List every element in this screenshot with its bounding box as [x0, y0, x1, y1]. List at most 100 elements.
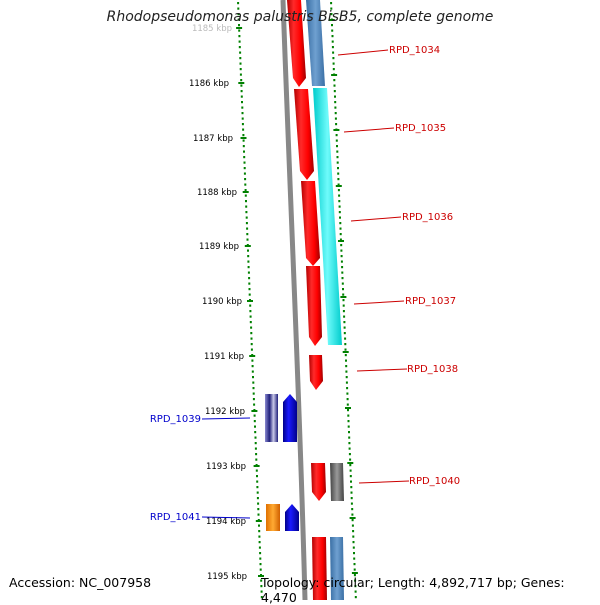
right-ruler-dot: [343, 321, 346, 324]
cds-rpd-1039-blue-arrow[interactable]: [283, 394, 297, 442]
kbp-label-group: 1185 kbp 1186 kbp 1187 kbp 1188 kbp 1189…: [189, 24, 247, 582]
gene-label-rpd-1039[interactable]: RPD_1039: [150, 414, 201, 425]
right-ruler-dot: [346, 387, 349, 390]
left-ruler-dot: [241, 106, 244, 109]
right-ruler-dot: [344, 348, 347, 351]
leader-rpd-1039: [201, 417, 251, 420]
left-ruler-dot: [255, 458, 258, 461]
cds-arrow-bottom[interactable]: [312, 537, 327, 600]
left-ruler-dot: [256, 486, 259, 489]
leader-rpd-1036: [350, 216, 402, 222]
left-ruler-dot: [257, 502, 260, 505]
kbp-label-1193: 1193 kbp: [206, 462, 246, 472]
left-ruler-dot: [243, 167, 246, 170]
track-gray: [330, 463, 344, 501]
cds-rpd-1039-navy[interactable]: [265, 394, 278, 442]
kbp-label-1194: 1194 kbp: [206, 517, 246, 527]
right-ruler-dot: [349, 469, 352, 472]
left-ruler-dot: [237, 18, 240, 21]
leader-rpd-1035: [343, 127, 395, 133]
gene-label-rpd-1036[interactable]: RPD_1036: [402, 212, 453, 223]
cds-arrow-rpd-1034[interactable]: [287, 0, 306, 87]
right-ruler-dot: [338, 194, 341, 197]
left-ruler-dot: [244, 194, 247, 197]
cds-arrow-rpd-1037[interactable]: [306, 266, 322, 346]
cds-arrow-rpd-1040[interactable]: [311, 463, 326, 501]
right-ruler-dot: [337, 172, 340, 175]
left-ruler-dot: [259, 563, 262, 566]
right-ruler-dot: [342, 304, 345, 307]
leader-rpd-1037: [353, 300, 405, 305]
right-ruler-dot: [332, 57, 335, 60]
right-ruler: [328, 2, 358, 599]
right-ruler-dot: [332, 68, 335, 71]
right-ruler-dot: [342, 299, 345, 302]
right-ruler-dot: [334, 95, 336, 98]
right-ruler-dot: [350, 502, 353, 505]
right-ruler-dot: [353, 557, 356, 560]
cds-rpd-1041-blue-arrow[interactable]: [285, 504, 299, 531]
left-ruler-dot: [241, 112, 244, 115]
left-ruler-dot: [242, 139, 245, 142]
left-ruler-dot: [245, 205, 248, 208]
left-ruler-dot: [258, 530, 261, 533]
right-ruler-major-tick: [333, 129, 340, 131]
gene-label-rpd-1035[interactable]: RPD_1035: [395, 123, 446, 134]
left-ruler-major-tick: [242, 191, 249, 193]
left-leaders: [201, 417, 251, 519]
left-ruler-dot: [249, 315, 252, 318]
gene-label-rpd-1038[interactable]: RPD_1038: [407, 364, 458, 375]
track-steelblue-bottom: [330, 537, 344, 600]
cds-rpd-1041-orange[interactable]: [266, 504, 280, 531]
right-ruler-dot: [345, 359, 347, 362]
left-ruler-dot: [250, 326, 253, 329]
right-ruler-dot: [330, 13, 333, 16]
right-ruler-dot: [340, 244, 343, 247]
right-ruler-dot: [339, 216, 341, 219]
right-ruler-dot: [330, 2, 333, 5]
right-ruler-dot: [348, 442, 351, 445]
right-ruler-major-tick: [335, 185, 342, 187]
left-ruler-dot: [260, 590, 263, 593]
gene-label-rpd-1034[interactable]: RPD_1034: [389, 45, 440, 56]
cds-arrow-rpd-1036[interactable]: [301, 181, 320, 266]
left-ruler-dot: [238, 29, 241, 32]
left-ruler-dot: [247, 260, 250, 263]
right-ruler-dot: [332, 51, 335, 54]
right-ruler-dot: [336, 150, 339, 153]
right-ruler-dot: [351, 519, 354, 522]
left-ruler-dot: [248, 277, 251, 280]
genome-backbone: [280, 0, 308, 600]
right-ruler-dot: [346, 392, 349, 395]
left-ruler-dot: [240, 90, 243, 93]
right-ruler-dot: [339, 238, 342, 241]
left-ruler-dot: [238, 24, 240, 27]
left-ruler-major-tick: [244, 245, 251, 247]
left-ruler-dot: [250, 332, 253, 335]
leader-rpd-1038: [356, 368, 408, 372]
left-ruler-dot: [259, 557, 262, 560]
right-ruler-major-tick: [340, 296, 347, 298]
right-ruler-dot: [338, 211, 341, 214]
gene-label-rpd-1041[interactable]: RPD_1041: [150, 512, 201, 523]
left-ruler-dot: [257, 508, 260, 511]
left-ruler-dot: [252, 398, 255, 401]
right-ruler-dot: [344, 337, 347, 340]
right-ruler-major-tick: [338, 240, 344, 242]
gene-label-rpd-1037[interactable]: RPD_1037: [405, 296, 456, 307]
left-ruler-dot: [247, 255, 250, 258]
cds-arrow-rpd-1035[interactable]: [294, 89, 314, 180]
left-ruler-dot: [254, 442, 257, 445]
right-ruler-dot: [349, 458, 352, 461]
right-ruler-dot: [335, 134, 338, 137]
right-ruler-dot: [344, 354, 347, 357]
left-ruler-dot: [247, 249, 249, 252]
gene-label-rpd-1040[interactable]: RPD_1040: [409, 476, 460, 487]
right-ruler-dot: [339, 227, 342, 230]
cds-arrow-rpd-1038[interactable]: [309, 355, 323, 390]
right-ruler-dot: [345, 370, 348, 373]
right-ruler-dot: [341, 277, 344, 280]
left-ruler-dot: [239, 62, 242, 65]
right-ruler-dot: [354, 585, 357, 588]
right-ruler-dot: [333, 79, 336, 82]
